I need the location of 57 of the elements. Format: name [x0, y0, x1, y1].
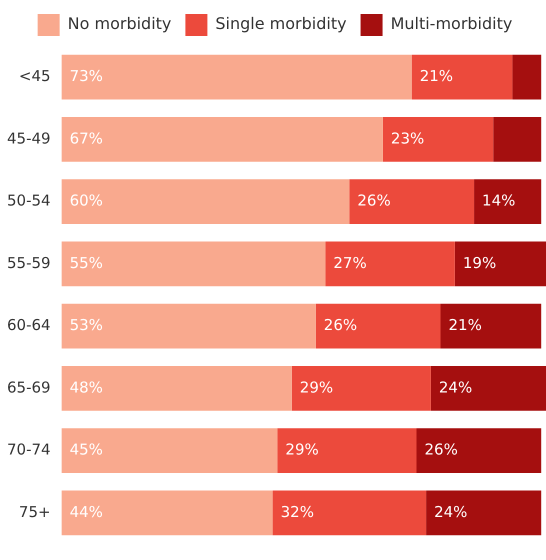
data-label: 73%	[70, 67, 103, 86]
y-tick-label: 45-49	[6, 129, 51, 148]
bar	[412, 54, 512, 100]
y-tick-label: 65-69	[6, 378, 51, 396]
bar	[416, 428, 542, 474]
data-label: 24%	[434, 502, 468, 521]
bar	[62, 54, 412, 100]
legend-label: Multi-morbidity	[390, 14, 512, 34]
bar	[62, 304, 316, 349]
bar	[62, 428, 278, 474]
data-label: 14%	[482, 192, 516, 210]
data-label: 55%	[70, 254, 103, 272]
legend-label: Single morbidity	[215, 14, 347, 34]
bar	[272, 490, 426, 536]
data-label: 48%	[70, 378, 103, 396]
bar	[62, 366, 292, 411]
bar	[277, 428, 417, 474]
data-label: 21%	[420, 67, 454, 86]
bar	[493, 116, 542, 162]
bar	[325, 241, 455, 286]
y-tick-label: 50-54	[6, 192, 51, 210]
data-label: 29%	[285, 440, 319, 459]
data-label: 27%	[333, 254, 367, 272]
data-label: 32%	[280, 502, 314, 521]
data-label: 26%	[357, 192, 391, 210]
data-label: 45%	[70, 440, 103, 459]
data-label: 26%	[424, 440, 458, 459]
y-tick-label: 60-64	[6, 316, 51, 334]
bar	[349, 179, 474, 224]
data-label: 29%	[300, 378, 334, 396]
data-label: 60%	[70, 192, 103, 210]
data-label: 23%	[390, 129, 424, 148]
data-label: 21%	[448, 316, 482, 334]
bar	[62, 179, 350, 224]
bar	[382, 116, 494, 162]
bar	[430, 366, 546, 411]
bar	[62, 116, 383, 162]
y-tick-label: <45	[18, 67, 51, 86]
data-label: 67%	[70, 129, 103, 148]
bar	[426, 490, 542, 536]
bar	[62, 241, 326, 286]
bar	[292, 366, 431, 411]
data-label: 19%	[462, 254, 496, 272]
bar	[454, 241, 546, 286]
bar	[440, 304, 542, 349]
data-label: 53%	[70, 316, 103, 334]
legend-label: No morbidity	[68, 14, 172, 34]
y-tick-label: 70-74	[6, 440, 51, 459]
data-label: 26%	[324, 316, 358, 334]
y-tick-label: 55-59	[6, 254, 51, 272]
bar	[62, 490, 273, 536]
bar	[474, 179, 542, 224]
y-tick-label: 75+	[18, 502, 51, 521]
data-label: 44%	[70, 502, 103, 521]
bar	[316, 304, 440, 349]
data-label: 24%	[438, 378, 472, 396]
bar	[512, 54, 542, 100]
